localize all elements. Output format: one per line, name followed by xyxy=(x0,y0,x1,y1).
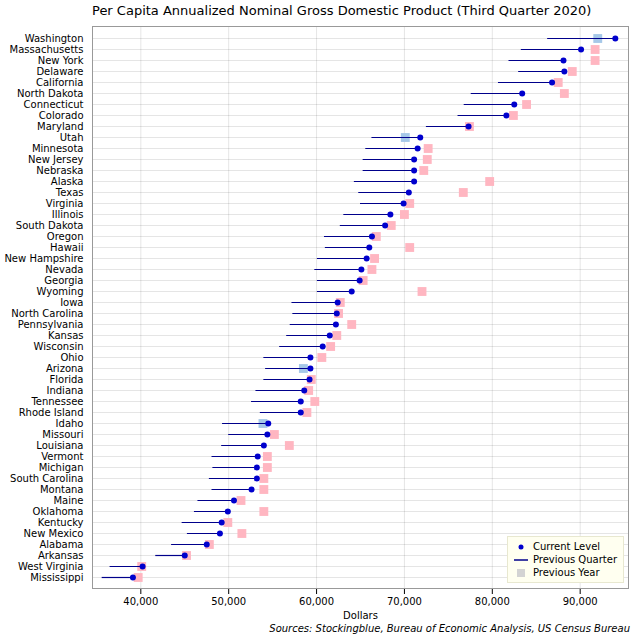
svg-text:South Carolina: South Carolina xyxy=(10,473,83,484)
svg-text:North Dakota: North Dakota xyxy=(17,88,84,99)
svg-text:70,000: 70,000 xyxy=(387,596,422,607)
svg-text:Maryland: Maryland xyxy=(37,121,83,132)
svg-text:Illinois: Illinois xyxy=(52,209,84,220)
svg-text:New Jersey: New Jersey xyxy=(28,154,84,165)
html-text:Previous Year: Previous Year xyxy=(532,567,600,578)
svg-text:Louisiana: Louisiana xyxy=(36,440,83,451)
svg-text:Kentucky: Kentucky xyxy=(38,517,84,528)
svg-text:Texas: Texas xyxy=(55,187,84,198)
svg-text:Virginia: Virginia xyxy=(46,198,84,209)
svg-text:North Carolina: North Carolina xyxy=(11,308,83,319)
svg-text:Hawaii: Hawaii xyxy=(50,242,84,253)
svg-text:90,000: 90,000 xyxy=(563,596,598,607)
svg-text:Florida: Florida xyxy=(49,374,83,385)
svg-text:Washington: Washington xyxy=(25,33,84,44)
svg-text:New Hampshire: New Hampshire xyxy=(4,253,83,264)
svg-text:Delaware: Delaware xyxy=(36,66,83,77)
svg-text:Massachusetts: Massachusetts xyxy=(10,44,84,55)
svg-text:California: California xyxy=(36,77,84,88)
svg-text:Oregon: Oregon xyxy=(47,231,84,242)
svg-text:Mississippi: Mississippi xyxy=(30,572,83,583)
svg-text:Iowa: Iowa xyxy=(60,297,83,308)
svg-text:Wyoming: Wyoming xyxy=(37,286,84,297)
svg-text:South Dakota: South Dakota xyxy=(16,220,84,231)
svg-text:50,000: 50,000 xyxy=(211,596,246,607)
svg-text:Idaho: Idaho xyxy=(56,418,84,429)
svg-text:Tennessee: Tennessee xyxy=(30,396,83,407)
svg-text:New York: New York xyxy=(38,55,84,66)
svg-text:New Mexico: New Mexico xyxy=(24,528,84,539)
svg-text:Montana: Montana xyxy=(40,484,84,495)
svg-text:West Virginia: West Virginia xyxy=(18,561,83,572)
svg-text:Ohio: Ohio xyxy=(60,352,83,363)
svg-text:Michigan: Michigan xyxy=(39,462,84,473)
svg-text:Dollars: Dollars xyxy=(343,610,378,621)
svg-text:Oklahoma: Oklahoma xyxy=(33,506,84,517)
svg-text:Kansas: Kansas xyxy=(48,330,83,341)
svg-text:Indiana: Indiana xyxy=(46,385,83,396)
svg-text:Minnesota: Minnesota xyxy=(32,143,84,154)
svg-text:Connecticut: Connecticut xyxy=(24,99,84,110)
html-text:Per Capita Annualized Nominal: Per Capita Annualized Nominal Gross Dome… xyxy=(92,3,592,18)
svg-text:Arizona: Arizona xyxy=(46,363,84,374)
svg-text:Alaska: Alaska xyxy=(51,176,84,187)
svg-text:80,000: 80,000 xyxy=(475,596,510,607)
svg-text:Vermont: Vermont xyxy=(41,451,83,462)
svg-text:Nevada: Nevada xyxy=(45,264,83,275)
svg-text:40,000: 40,000 xyxy=(123,596,158,607)
svg-text:Georgia: Georgia xyxy=(44,275,83,286)
svg-text:Pennsylvania: Pennsylvania xyxy=(18,319,84,330)
svg-text:Nebraska: Nebraska xyxy=(36,165,83,176)
svg-text:60,000: 60,000 xyxy=(299,596,334,607)
svg-text:Wisconsin: Wisconsin xyxy=(34,341,84,352)
svg-text:Maine: Maine xyxy=(53,495,83,506)
html-text:Current Level: Current Level xyxy=(532,541,601,552)
svg-text:Alabama: Alabama xyxy=(39,539,83,550)
html-text:Previous Quarter: Previous Quarter xyxy=(532,554,617,565)
svg-text:Rhode Island: Rhode Island xyxy=(19,407,84,418)
svg-text:Utah: Utah xyxy=(60,132,84,143)
svg-text:Missouri: Missouri xyxy=(42,429,83,440)
svg-text:Colorado: Colorado xyxy=(39,110,84,121)
html-text:Sources: Stockingblue, Bureau: Sources: Stockingblue, Bureau of Economi… xyxy=(269,623,630,634)
svg-text:Arkansas: Arkansas xyxy=(38,550,84,561)
